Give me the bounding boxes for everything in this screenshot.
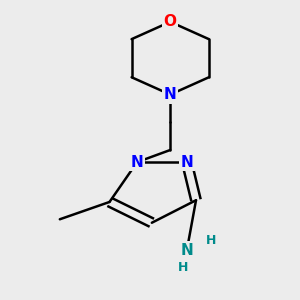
Text: H: H bbox=[206, 234, 216, 247]
Text: N: N bbox=[131, 154, 143, 169]
Text: N: N bbox=[180, 243, 193, 258]
Text: N: N bbox=[180, 154, 193, 169]
Text: N: N bbox=[164, 87, 177, 102]
Text: H: H bbox=[178, 261, 188, 274]
Text: O: O bbox=[164, 14, 177, 29]
